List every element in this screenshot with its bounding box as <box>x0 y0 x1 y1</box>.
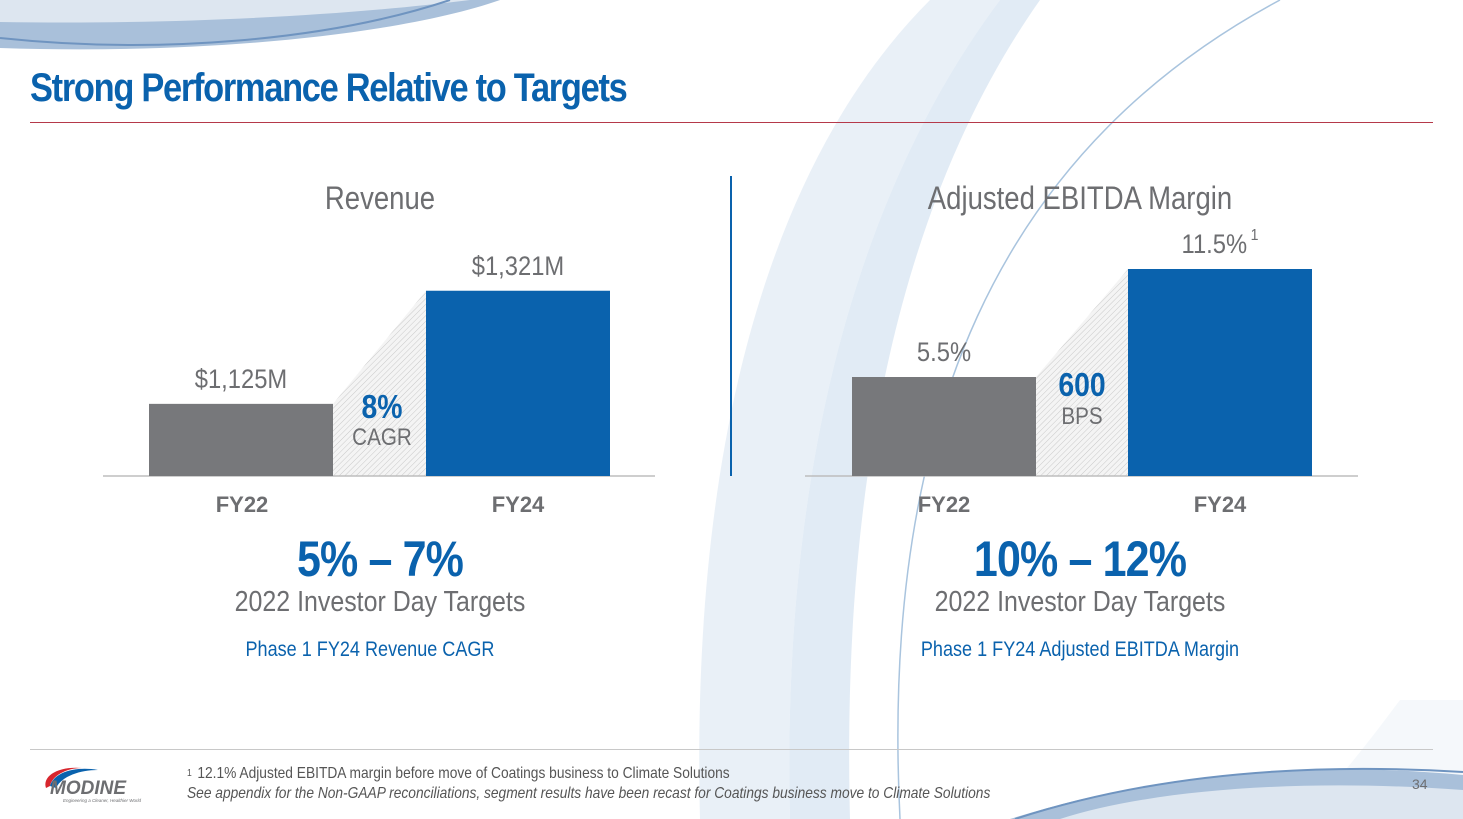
revenue-cagr-value: 8% <box>361 388 403 425</box>
revenue-fy22-value-label: $1,125M <box>194 363 288 394</box>
logo-tagline: Engineering a Cleaner, Healthier World <box>63 798 142 803</box>
arc-band-1 <box>699 0 1000 819</box>
revenue-target-description: Phase 1 FY24 Revenue CAGR <box>245 638 495 661</box>
footnote-1: 1 12.1% Adjusted EBITDA margin before mo… <box>187 764 990 784</box>
footnotes: 1 12.1% Adjusted EBITDA margin before mo… <box>187 764 990 804</box>
ebitda-chart-title: Adjusted EBITDA Margin <box>927 180 1233 216</box>
top-swoosh-band <box>0 0 500 50</box>
ebitda-target-description: Phase 1 FY24 Adjusted EBITDA Margin <box>920 638 1240 661</box>
revenue-cagr-label: CAGR <box>352 424 412 451</box>
revenue-target-source: 2022 Investor Day Targets <box>234 586 526 618</box>
revenue-target-range: 5% – 7% <box>296 531 464 587</box>
ebitda-fy22-value-label: 5.5% <box>916 337 972 367</box>
panel-divider <box>730 176 732 476</box>
logo-wordmark: MODINE <box>50 778 127 799</box>
ebitda-target-range: 10% – 12% <box>973 531 1187 587</box>
ebitda-bps-label: BPS <box>1061 403 1103 430</box>
ebitda-category-fy24: FY24 <box>1193 492 1247 517</box>
ebitda-bps-value: 600 <box>1058 366 1106 403</box>
title-underline <box>30 122 1433 123</box>
ebitda-fy24-value-label: 11.5% 1 <box>1104 227 1336 260</box>
revenue-category-fy24: FY24 <box>491 492 545 517</box>
footer-divider <box>30 749 1433 750</box>
revenue-chart-title: Revenue <box>324 180 436 216</box>
revenue-fy24-value-label: $1,321M <box>471 250 565 281</box>
bottom-swoosh-band <box>1010 769 1463 819</box>
page-number: 34 <box>1412 776 1428 792</box>
slide-title: Strong Performance Relative to Targets <box>30 66 628 110</box>
ebitda-fy24-value: 11.5% <box>1181 229 1248 259</box>
footnote-1-text: 12.1% Adjusted EBITDA margin before move… <box>197 765 730 782</box>
ebitda-target-source: 2022 Investor Day Targets <box>934 586 1226 618</box>
ebitda-bar-fy22 <box>852 377 1036 476</box>
non-gaap-note: See appendix for the Non-GAAP reconcilia… <box>187 785 991 802</box>
bottom-swoosh <box>1010 775 1463 819</box>
logo-swoosh-blue <box>50 768 98 788</box>
ebitda-category-fy22: FY22 <box>917 492 971 517</box>
arc-band-2 <box>789 0 1040 819</box>
arc-line <box>897 0 1281 819</box>
revenue-bar-fy24 <box>426 290 610 476</box>
logo-swoosh-red <box>45 767 82 788</box>
footnote-marker: 1 <box>1250 227 1259 244</box>
bottom-swoosh-line <box>1014 767 1463 819</box>
revenue-bar-fy22 <box>149 403 333 476</box>
footnote-1-marker: 1 <box>187 768 192 779</box>
top-swoosh-line <box>0 0 451 46</box>
modine-logo: MODINE Engineering a Cleaner, Healthier … <box>45 767 142 803</box>
revenue-category-fy22: FY22 <box>215 492 269 517</box>
revenue-growth-connector <box>333 290 426 476</box>
ebitda-bar-fy24 <box>1128 269 1312 476</box>
ebitda-growth-connector <box>1036 269 1128 476</box>
